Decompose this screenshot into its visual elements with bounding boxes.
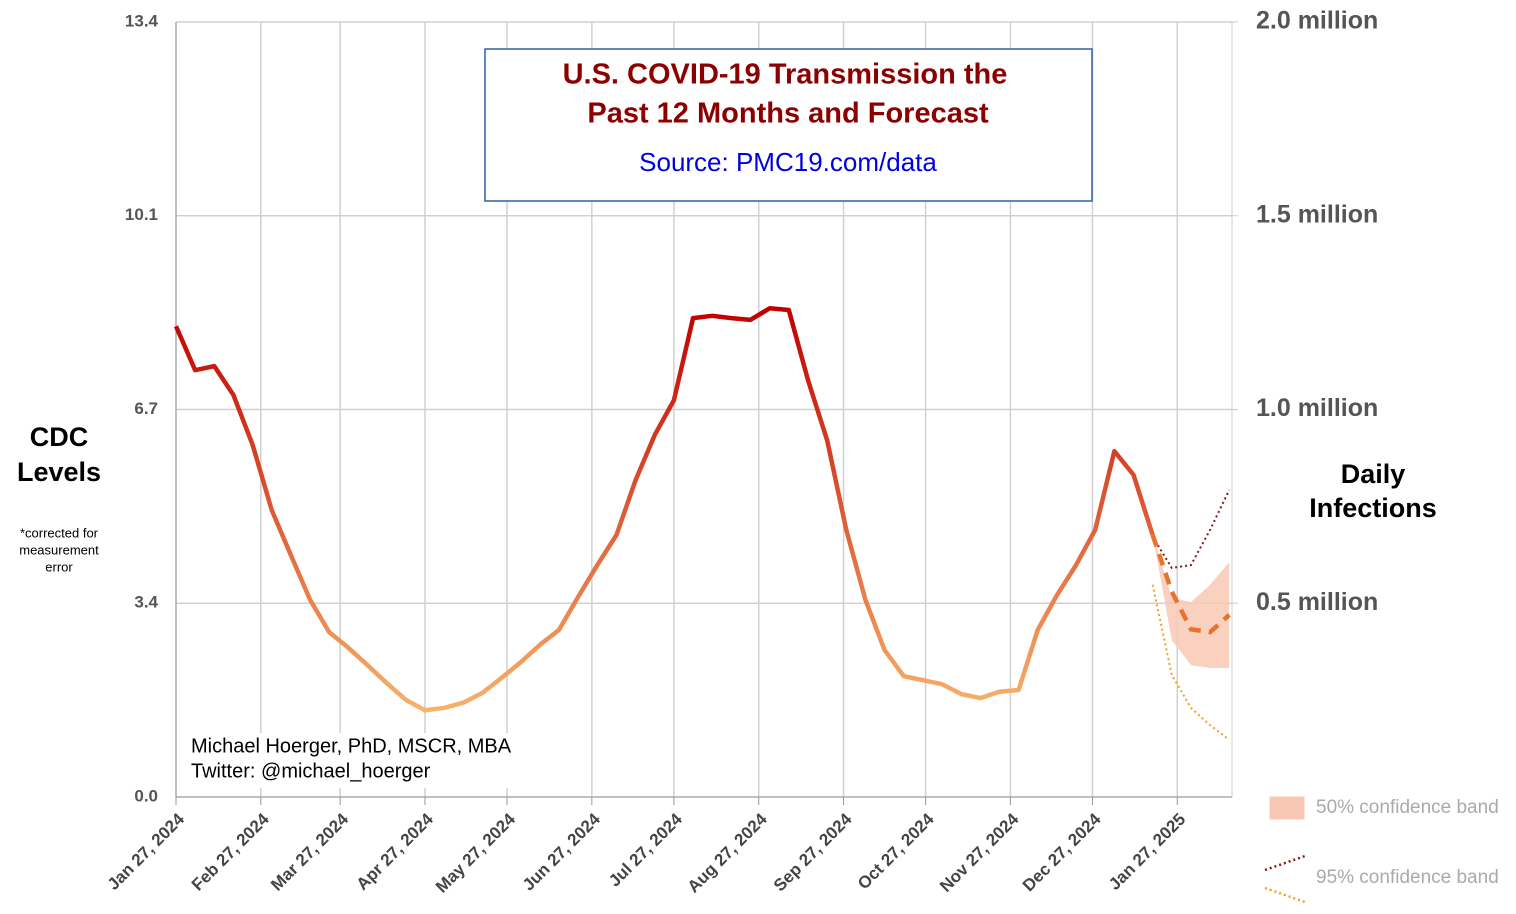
y2-tick-label: 1.5 million [1256, 200, 1378, 228]
y-tick-label: 13.4 [125, 11, 159, 30]
x-tick-label: Aug 27, 2024 [684, 809, 771, 896]
y2-axis-label: Daily [1341, 459, 1406, 489]
y-note: measurement [19, 542, 99, 557]
legend-label: 50% confidence band [1316, 797, 1499, 818]
y-tick-label: 0.0 [134, 786, 158, 805]
y2-tick-label: 2.0 million [1256, 7, 1378, 35]
marks [173, 306, 1231, 741]
forecast-line [1150, 534, 1231, 635]
y2-tick-label: 1.0 million [1256, 394, 1378, 422]
x-tick-label: Apr 27, 2024 [353, 809, 438, 894]
observed-line [173, 306, 1155, 713]
y-axis-label: Levels [17, 457, 101, 487]
confidence-95-lower [1151, 584, 1230, 741]
confidence-band-50 [1152, 535, 1230, 669]
annotation: Twitter: @michael_hoerger [191, 760, 431, 782]
legend-swatch [1264, 854, 1306, 872]
y-tick-label: 6.7 [134, 399, 158, 418]
chart-title: U.S. COVID-19 Transmission the [563, 59, 1008, 91]
y-tick-label: 3.4 [134, 593, 158, 612]
grid [175, 21, 1238, 805]
chart-title: Past 12 Months and Forecast [587, 98, 989, 130]
legend-swatch [1264, 886, 1306, 904]
y-axis-label: CDC [30, 422, 89, 452]
y-note: error [45, 559, 73, 574]
annotation: Michael Hoerger, PhD, MSCR, MBA [191, 735, 512, 757]
x-tick-label: Jul 27, 2024 [605, 809, 686, 890]
x-tick-label: Feb 27, 2024 [188, 809, 273, 894]
y2-axis-label: Infections [1309, 493, 1437, 523]
y-tick-label: 10.1 [125, 205, 158, 224]
title-box [484, 48, 1093, 202]
subtitle: Source: PMC19.com/data [639, 147, 937, 177]
x-tick-label: Oct 27, 2024 [854, 809, 938, 893]
x-tick-label: Dec 27, 2024 [1019, 809, 1105, 895]
x-tick-label: Nov 27, 2024 [936, 809, 1023, 896]
x-tick-label: May 27, 2024 [432, 809, 519, 896]
legend-label: 95% confidence band [1316, 867, 1499, 888]
y-note: *corrected for [20, 525, 99, 540]
x-tick-label: Mar 27, 2024 [267, 809, 352, 894]
y2-tick-label: 0.5 million [1256, 588, 1378, 616]
x-tick-label: Sep 27, 2024 [770, 809, 856, 895]
legend-swatch [1269, 796, 1305, 820]
annotation-bg [190, 733, 560, 788]
x-tick-label: Jan 27, 2024 [104, 809, 189, 894]
confidence-95-upper [1151, 489, 1231, 570]
x-tick-label: Jun 27, 2024 [519, 809, 604, 894]
x-tick-label: Jan 27, 2025 [1105, 810, 1189, 894]
